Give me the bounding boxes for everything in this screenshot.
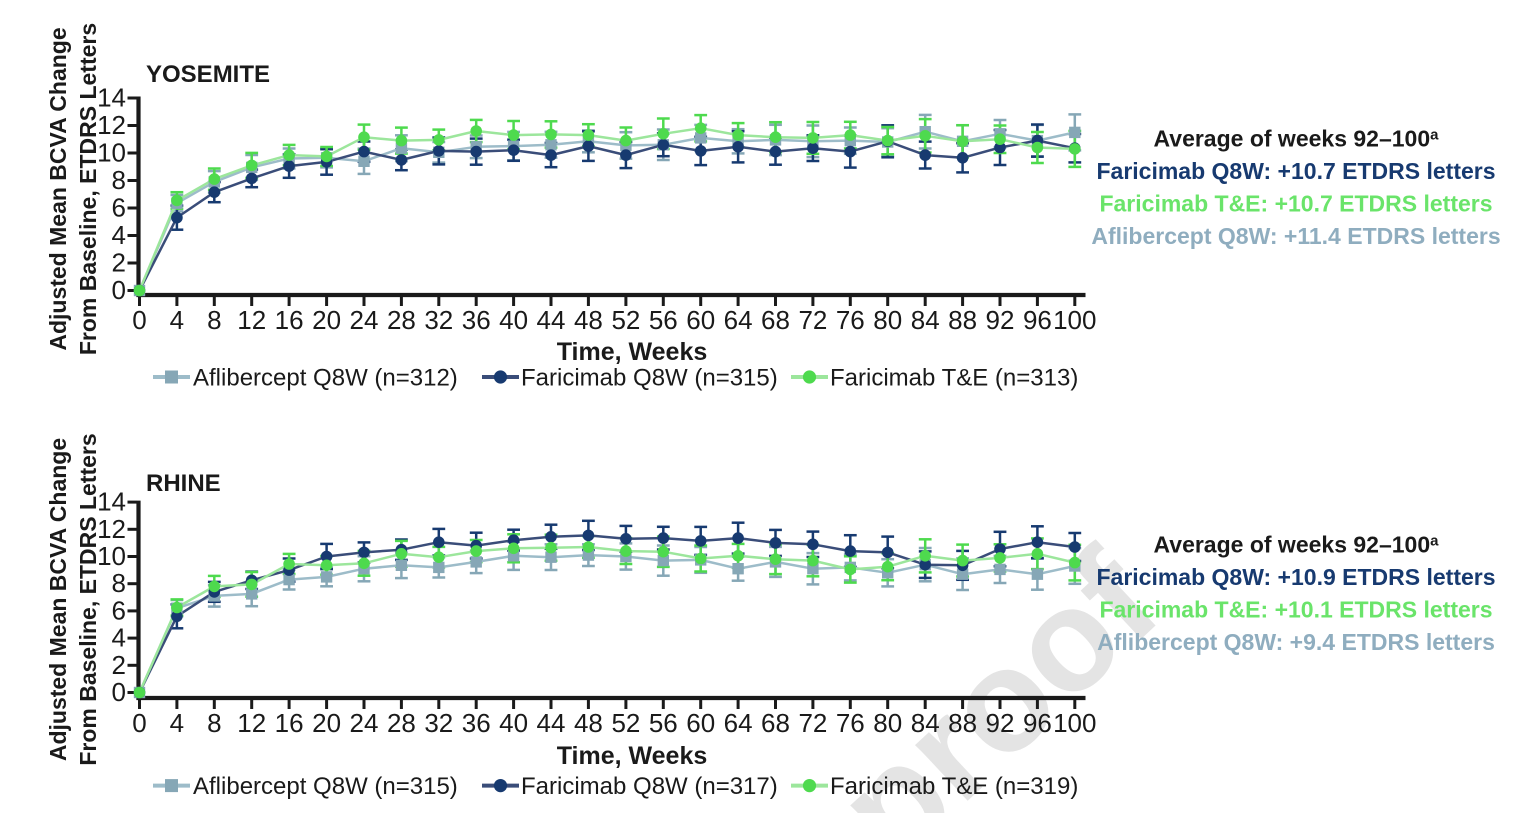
svg-text:2: 2 <box>112 650 126 680</box>
svg-text:12: 12 <box>97 514 126 544</box>
svg-text:24: 24 <box>350 305 379 335</box>
svg-text:Faricimab T&E: +10.1 ETDRS let: Faricimab T&E: +10.1 ETDRS letters <box>1099 597 1492 623</box>
svg-text:From Baseline, ETDRS Letters: From Baseline, ETDRS Letters <box>75 23 101 355</box>
svg-text:84: 84 <box>911 708 940 738</box>
svg-text:Aflibercept Q8W: +11.4 ETDRS l: Aflibercept Q8W: +11.4 ETDRS letters <box>1091 223 1500 249</box>
svg-text:28: 28 <box>387 708 416 738</box>
svg-text:6: 6 <box>112 193 126 223</box>
svg-text:88: 88 <box>948 305 977 335</box>
svg-text:0: 0 <box>132 305 146 335</box>
svg-text:8: 8 <box>112 165 126 195</box>
svg-text:44: 44 <box>537 305 566 335</box>
svg-text:12: 12 <box>237 708 266 738</box>
svg-text:8: 8 <box>207 305 221 335</box>
svg-text:20: 20 <box>312 708 341 738</box>
svg-text:24: 24 <box>350 708 379 738</box>
svg-text:80: 80 <box>873 305 902 335</box>
svg-text:32: 32 <box>424 305 453 335</box>
svg-text:48: 48 <box>574 305 603 335</box>
svg-text:100: 100 <box>1053 305 1096 335</box>
svg-text:72: 72 <box>798 708 827 738</box>
svg-text:YOSEMITE: YOSEMITE <box>146 61 270 88</box>
svg-text:0: 0 <box>132 708 146 738</box>
svg-text:Faricimab T&E (n=319): Faricimab T&E (n=319) <box>830 773 1078 800</box>
svg-text:Faricimab T&E: +10.7 ETDRS let: Faricimab T&E: +10.7 ETDRS letters <box>1099 191 1492 217</box>
svg-text:14: 14 <box>97 487 126 517</box>
svg-text:From Baseline, ETDRS Letters: From Baseline, ETDRS Letters <box>75 433 101 765</box>
svg-text:2: 2 <box>112 248 126 278</box>
svg-text:96: 96 <box>1023 708 1052 738</box>
svg-text:36: 36 <box>462 708 491 738</box>
svg-text:12: 12 <box>97 110 126 140</box>
svg-text:Time, Weeks: Time, Weeks <box>557 338 708 366</box>
svg-text:92: 92 <box>986 305 1015 335</box>
svg-text:Average of weeks 92–100a: Average of weeks 92–100a <box>1154 532 1440 558</box>
svg-text:4: 4 <box>170 305 184 335</box>
svg-text:Faricimab Q8W (n=317): Faricimab Q8W (n=317) <box>521 773 778 800</box>
svg-text:8: 8 <box>112 568 126 598</box>
svg-text:4: 4 <box>112 220 126 250</box>
svg-text:RHINE: RHINE <box>146 470 221 497</box>
svg-text:88: 88 <box>948 708 977 738</box>
svg-text:14: 14 <box>97 83 126 113</box>
svg-text:40: 40 <box>499 708 528 738</box>
svg-text:96: 96 <box>1023 305 1052 335</box>
svg-text:60: 60 <box>686 708 715 738</box>
svg-text:20: 20 <box>312 305 341 335</box>
svg-text:16: 16 <box>275 305 304 335</box>
svg-text:56: 56 <box>649 305 678 335</box>
svg-text:52: 52 <box>611 305 640 335</box>
svg-text:32: 32 <box>424 708 453 738</box>
svg-text:84: 84 <box>911 305 940 335</box>
svg-text:Aflibercept Q8W: +9.4 ETDRS le: Aflibercept Q8W: +9.4 ETDRS letters <box>1097 629 1495 655</box>
svg-text:36: 36 <box>462 305 491 335</box>
svg-text:28: 28 <box>387 305 416 335</box>
svg-text:Faricimab Q8W (n=315): Faricimab Q8W (n=315) <box>521 364 778 391</box>
svg-text:68: 68 <box>761 305 790 335</box>
svg-text:76: 76 <box>836 305 865 335</box>
svg-text:4: 4 <box>170 708 184 738</box>
svg-text:Time, Weeks: Time, Weeks <box>557 742 708 770</box>
svg-text:92: 92 <box>986 708 1015 738</box>
svg-text:Faricimab T&E (n=313): Faricimab T&E (n=313) <box>830 364 1078 391</box>
svg-text:100: 100 <box>1053 708 1096 738</box>
svg-text:76: 76 <box>836 708 865 738</box>
svg-text:60: 60 <box>686 305 715 335</box>
svg-text:40: 40 <box>499 305 528 335</box>
svg-text:12: 12 <box>237 305 266 335</box>
svg-text:64: 64 <box>724 305 753 335</box>
svg-text:56: 56 <box>649 708 678 738</box>
svg-text:10: 10 <box>97 138 126 168</box>
svg-text:64: 64 <box>724 708 753 738</box>
svg-text:Faricimab Q8W: +10.9 ETDRS let: Faricimab Q8W: +10.9 ETDRS letters <box>1096 564 1495 590</box>
svg-text:48: 48 <box>574 708 603 738</box>
svg-text:72: 72 <box>798 305 827 335</box>
svg-text:Aflibercept Q8W (n=315): Aflibercept Q8W (n=315) <box>193 773 458 800</box>
svg-text:16: 16 <box>275 708 304 738</box>
svg-text:Aflibercept Q8W (n=312): Aflibercept Q8W (n=312) <box>193 364 458 391</box>
svg-text:52: 52 <box>611 708 640 738</box>
svg-text:Average of weeks 92–100a: Average of weeks 92–100a <box>1154 126 1440 152</box>
svg-text:0: 0 <box>112 275 126 305</box>
svg-text:44: 44 <box>537 708 566 738</box>
svg-text:Faricimab Q8W: +10.7 ETDRS let: Faricimab Q8W: +10.7 ETDRS letters <box>1096 158 1495 184</box>
svg-text:80: 80 <box>873 708 902 738</box>
svg-text:8: 8 <box>207 708 221 738</box>
svg-text:Adjusted Mean BCVA Change: Adjusted Mean BCVA Change <box>45 27 71 350</box>
svg-text:68: 68 <box>761 708 790 738</box>
svg-text:4: 4 <box>112 623 126 653</box>
svg-text:Adjusted Mean BCVA Change: Adjusted Mean BCVA Change <box>45 438 71 761</box>
svg-text:6: 6 <box>112 595 126 625</box>
svg-text:0: 0 <box>112 677 126 707</box>
svg-text:10: 10 <box>97 541 126 571</box>
